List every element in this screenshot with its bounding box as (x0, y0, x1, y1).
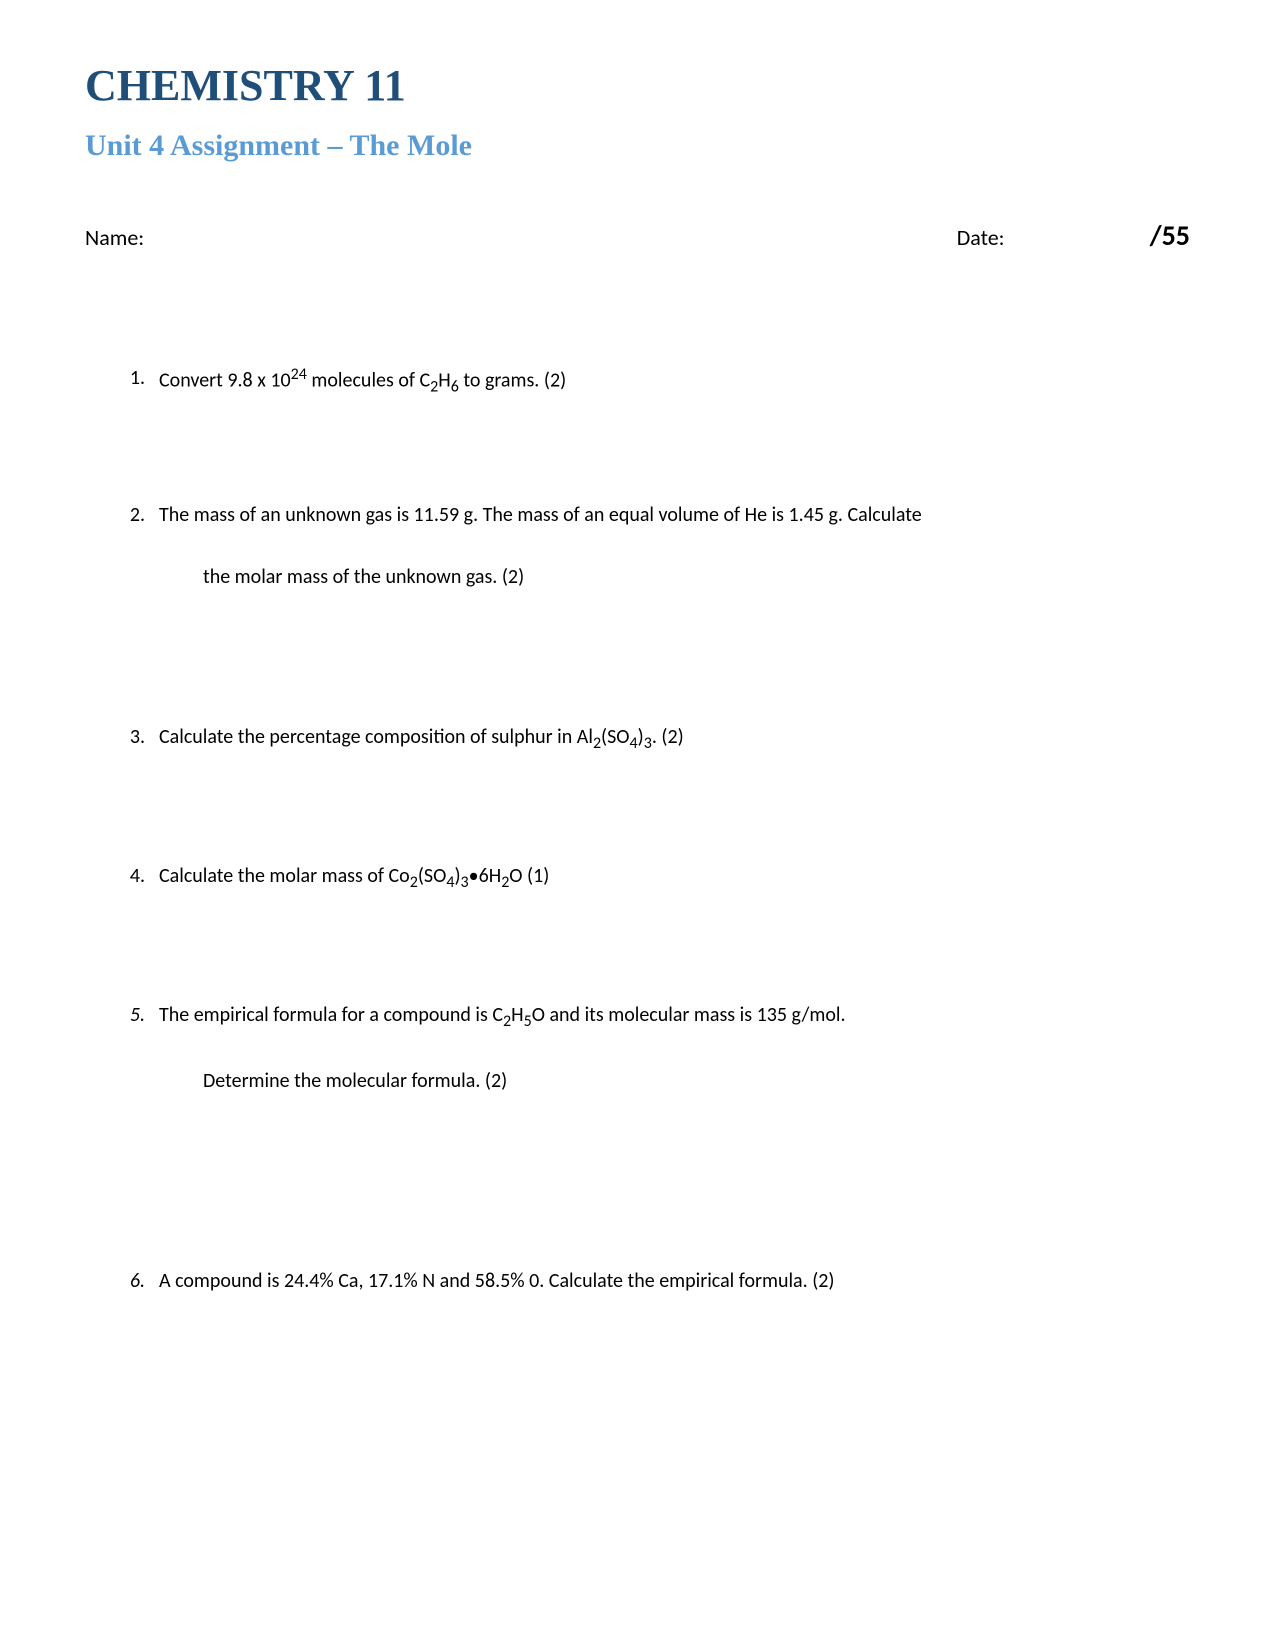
question-text: The empirical formula for a compound is … (159, 1000, 1190, 1096)
question-number: 3. (115, 722, 145, 756)
question-number: 2. (115, 500, 145, 592)
question-line: The mass of an unknown gas is 11.59 g. T… (159, 500, 1190, 530)
question-number: 4. (115, 861, 145, 895)
text-part: The mass of an unknown gas is 11.59 g. T… (159, 503, 922, 527)
text-part: 3 (644, 734, 652, 753)
course-title: CHEMISTRY 11 (85, 60, 1190, 111)
text-part: Calculate the percentage composition of … (159, 725, 593, 749)
question-text: The mass of an unknown gas is 11.59 g. T… (159, 500, 1190, 592)
question-line: Calculate the molar mass of Co2(SO4)3•6H… (159, 861, 1190, 895)
text-part: H (511, 1003, 523, 1027)
question-text: Calculate the molar mass of Co2(SO4)3•6H… (159, 861, 1190, 895)
text-part: to grams. (2) (459, 369, 566, 393)
text-part: (SO (601, 725, 630, 749)
text-part: 2 (593, 734, 601, 753)
date-label: Date: (957, 224, 1005, 251)
total-score: /55 (1150, 218, 1190, 253)
text-part: O (1) (509, 864, 549, 888)
question-line: Calculate the percentage composition of … (159, 722, 1190, 756)
question-2: 2. The mass of an unknown gas is 11.59 g.… (115, 500, 1190, 592)
text-part: The empirical formula for a compound is … (159, 1003, 503, 1027)
question-line: Convert 9.8 x 1024 molecules of C2H6 to … (159, 363, 1190, 400)
text-part: 2 (410, 873, 418, 892)
question-number: 6. (115, 1266, 145, 1296)
text-part: (SO (418, 864, 447, 888)
question-6: 6. A compound is 24.4% Ca, 17.1% N and 58… (115, 1266, 1190, 1296)
text-part: Calculate the molar mass of Co (159, 864, 410, 888)
text-part: 5 (524, 1012, 532, 1031)
text-part: 6 (451, 378, 459, 397)
question-continuation: Determine the molecular formula. (2) (203, 1066, 1190, 1096)
question-continuation: the molar mass of the unknown gas. (2) (203, 562, 1190, 592)
question-text: A compound is 24.4% Ca, 17.1% N and 58.5… (159, 1266, 1190, 1296)
question-text: Convert 9.8 x 1024 molecules of C2H6 to … (159, 363, 1190, 400)
text-part: H (438, 369, 450, 393)
text-part: 4 (630, 734, 638, 753)
question-4: 4. Calculate the molar mass of Co2(SO4)3•… (115, 861, 1190, 895)
name-label: Name: (85, 224, 957, 251)
assignment-subtitle: Unit 4 Assignment – The Mole (85, 129, 1190, 163)
question-3: 3. Calculate the percentage composition o… (115, 722, 1190, 756)
question-line: The empirical formula for a compound is … (159, 1000, 1190, 1034)
question-number: 1. (115, 363, 145, 400)
text-part: Convert 9.8 x 10 (159, 369, 291, 393)
question-text: Calculate the percentage composition of … (159, 722, 1190, 756)
text-part: 24 (291, 365, 307, 384)
text-part: 3 (461, 873, 469, 892)
questions-list: 1.Convert 9.8 x 1024 molecules of C2H6 t… (85, 363, 1190, 1296)
header-row: Name: Date: /55 (85, 218, 1190, 253)
text-part: 2 (503, 1012, 511, 1031)
text-part: molecules of C (307, 369, 430, 393)
text-part: O and its molecular mass is 135 g/mol. (532, 1003, 846, 1027)
text-part: •6H (469, 864, 502, 888)
text-part: A compound is 24.4% Ca, 17.1% N and 58.5… (159, 1269, 834, 1293)
question-number: 5. (115, 1000, 145, 1096)
question-5: 5. The empirical formula for a compound i… (115, 1000, 1190, 1096)
text-part: . (2) (652, 725, 684, 749)
question-1: 1. Convert 9.8 x 1024 molecules of C2H6 t… (115, 363, 1190, 400)
question-line: A compound is 24.4% Ca, 17.1% N and 58.5… (159, 1266, 1190, 1296)
